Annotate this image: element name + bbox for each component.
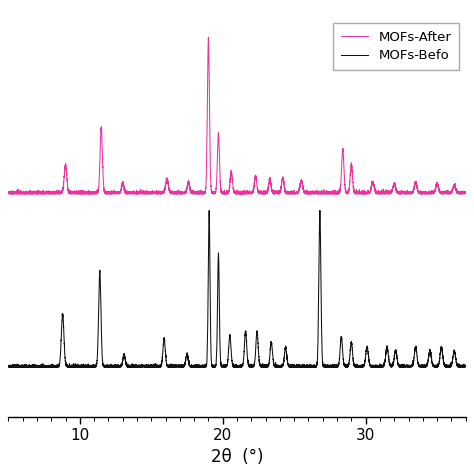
MOFs-Befo — [463, 363, 468, 368]
MOFs-Befo — [438, 346, 444, 351]
MOFs-After — [438, 189, 444, 195]
MOFs-Befo — [8, 364, 13, 370]
MOFs-After — [25, 191, 30, 196]
MOFs-After — [463, 191, 468, 196]
MOFs-Befo — [25, 365, 30, 370]
MOFs-Befo — [6, 364, 11, 369]
MOFs-After — [33, 191, 38, 196]
MOFs-After — [95, 190, 101, 196]
MOFs-Befo — [317, 208, 323, 213]
MOFs-Befo — [33, 364, 38, 370]
MOFs-After — [157, 191, 163, 197]
MOFs-Befo — [29, 365, 35, 370]
MOFs-After — [229, 173, 235, 179]
MOFs-Befo — [229, 358, 235, 364]
Line: MOFs-After: MOFs-After — [9, 37, 465, 194]
MOFs-Befo — [95, 336, 101, 341]
X-axis label: 2θ  (°): 2θ (°) — [211, 447, 263, 465]
Line: MOFs-Befo: MOFs-Befo — [9, 210, 465, 367]
MOFs-After — [206, 34, 211, 40]
Legend: MOFs-After, MOFs-Befo: MOFs-After, MOFs-Befo — [333, 23, 459, 70]
MOFs-After — [6, 191, 11, 196]
MOFs-After — [8, 190, 13, 196]
